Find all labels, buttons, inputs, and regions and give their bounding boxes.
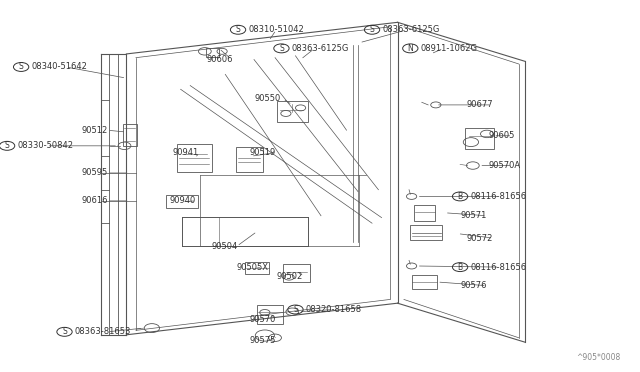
Bar (166, 195, 198, 208)
Text: 90616: 90616 (82, 196, 108, 205)
Text: 08363-6125G: 08363-6125G (382, 25, 440, 34)
Text: 90502: 90502 (276, 272, 303, 280)
Text: 90941: 90941 (173, 148, 199, 157)
Text: 90512: 90512 (82, 126, 108, 135)
Bar (245, 262, 269, 274)
Text: 90576: 90576 (460, 281, 486, 290)
Text: 08320-81658: 08320-81658 (306, 305, 362, 314)
Bar (123, 124, 136, 146)
Text: 08363-81653: 08363-81653 (75, 327, 131, 336)
Bar (284, 264, 310, 282)
Text: 08363-6125G: 08363-6125G (292, 44, 349, 53)
Bar (412, 275, 437, 289)
Bar (277, 101, 308, 122)
Text: B: B (458, 192, 463, 201)
Text: 08911-1062G: 08911-1062G (420, 44, 477, 53)
Bar (206, 48, 219, 58)
Text: 90606: 90606 (206, 55, 233, 64)
Text: S: S (293, 305, 298, 314)
Text: 90504: 90504 (211, 242, 237, 251)
Text: ^905*0008: ^905*0008 (577, 353, 621, 362)
Text: 90605: 90605 (488, 131, 515, 140)
Bar (410, 225, 442, 240)
Text: 90940: 90940 (169, 196, 195, 205)
Text: 90595: 90595 (82, 169, 108, 177)
Text: 90505X: 90505X (237, 263, 269, 272)
Text: 90677: 90677 (467, 100, 493, 109)
Text: 90570A: 90570A (488, 161, 520, 170)
Text: 08340-51642: 08340-51642 (31, 62, 87, 71)
Text: 90571: 90571 (460, 211, 486, 220)
Text: N: N (408, 44, 413, 53)
Text: B: B (458, 263, 463, 272)
Text: S: S (279, 44, 284, 53)
Text: S: S (4, 141, 10, 150)
Text: S: S (19, 62, 24, 71)
Text: 90519: 90519 (250, 148, 276, 157)
Text: 90575: 90575 (250, 336, 276, 345)
Text: 08310-51042: 08310-51042 (248, 25, 304, 34)
Bar (236, 147, 263, 172)
Bar (257, 305, 283, 324)
Text: S: S (62, 327, 67, 336)
Text: 90570: 90570 (250, 315, 276, 324)
Text: 90550: 90550 (254, 94, 280, 103)
Bar (414, 205, 435, 221)
Text: S: S (370, 25, 374, 34)
Text: S: S (236, 25, 241, 34)
Text: 90572: 90572 (467, 234, 493, 243)
Bar (465, 128, 493, 149)
Bar (177, 144, 212, 172)
Text: 08116-81656: 08116-81656 (470, 263, 527, 272)
Text: 08116-81656: 08116-81656 (470, 192, 527, 201)
Text: 08330-50842: 08330-50842 (17, 141, 74, 150)
